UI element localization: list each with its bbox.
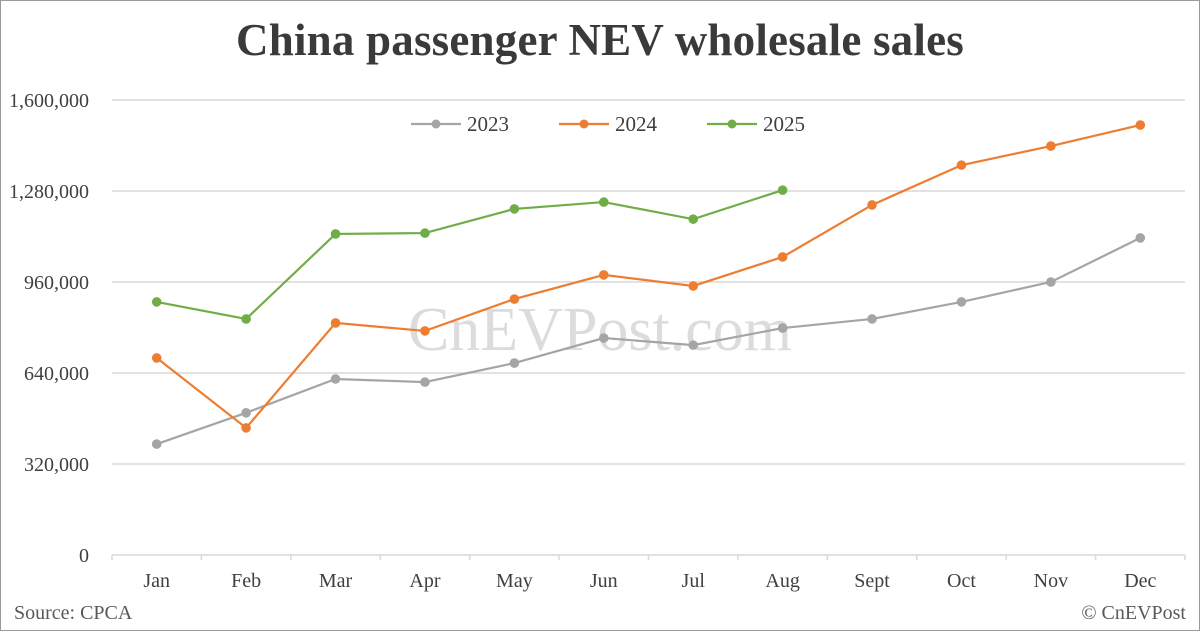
data-point: [420, 228, 430, 238]
data-point: [330, 374, 341, 384]
data-point: [777, 185, 788, 195]
data-point: [1135, 233, 1146, 243]
x-tick-label: Mar: [319, 570, 353, 592]
data-point: [509, 358, 520, 368]
legend-item-2023: 2023: [411, 112, 509, 136]
y-tick-label: 640,000: [24, 363, 89, 385]
x-tick-label: Jun: [590, 570, 618, 592]
y-tick-label: 0: [79, 545, 89, 567]
data-point: [509, 294, 520, 304]
data-point: [241, 423, 251, 433]
x-axis: Jan Feb Mar Apr May Jun Jul Aug Sept Oct Nov Dec: [111, 555, 1186, 592]
data-point: [241, 408, 251, 418]
y-tick-label: 1,280,000: [9, 181, 89, 203]
x-tick-label: Nov: [1034, 570, 1068, 592]
y-axis: 0 320,000 640,000 960,000 1,280,000 1,600,000: [9, 90, 89, 567]
legend-item-2025: 2025: [707, 112, 805, 136]
data-point: [509, 204, 520, 214]
watermark: CnEVPost.com: [408, 296, 792, 364]
data-point: [151, 353, 162, 363]
series-2024: [151, 120, 1146, 433]
series-line: [156, 236, 1141, 446]
legend-label: 2023: [467, 112, 509, 136]
legend: 2023 2024 2025: [411, 112, 805, 136]
data-point: [688, 214, 699, 224]
data-point: [420, 326, 430, 336]
data-point: [956, 160, 967, 170]
legend-item-2024: 2024: [559, 112, 658, 136]
y-tick-label: 960,000: [24, 272, 89, 294]
series-2025: [151, 185, 788, 324]
series-line: [156, 189, 783, 321]
series-2023: [151, 233, 1146, 449]
data-point: [867, 314, 877, 324]
data-point: [1135, 120, 1146, 130]
data-point: [1046, 277, 1056, 287]
gridlines: [112, 99, 1185, 556]
chart-title: China passenger NEV wholesale sales: [236, 15, 964, 65]
data-point: [867, 200, 877, 210]
x-tick-label: Jan: [143, 570, 170, 592]
x-tick-label: Feb: [231, 570, 261, 592]
data-point: [688, 281, 699, 291]
y-tick-label: 1,600,000: [9, 90, 89, 112]
data-point: [330, 229, 341, 239]
series-line: [156, 123, 1141, 430]
data-point: [777, 252, 788, 262]
x-tick-label: Apr: [409, 570, 440, 592]
data-point: [777, 323, 788, 333]
data-point: [688, 340, 699, 350]
y-tick-label: 320,000: [24, 454, 89, 476]
data-point: [420, 377, 430, 387]
x-tick-label: Aug: [765, 570, 799, 592]
x-tick-label: Oct: [947, 570, 976, 592]
data-point: [956, 297, 967, 307]
data-point: [151, 297, 162, 307]
data-point: [330, 318, 341, 328]
x-tick-label: Dec: [1124, 570, 1156, 592]
data-point: [598, 197, 609, 207]
legend-label: 2024: [615, 112, 658, 136]
x-tick-label: Sept: [854, 570, 890, 592]
source-note: Source: CPCA: [14, 602, 133, 624]
x-tick-label: May: [496, 570, 533, 592]
data-point: [598, 333, 609, 343]
series-lines: [151, 120, 1146, 449]
legend-label: 2025: [763, 112, 805, 136]
data-point: [1046, 141, 1056, 151]
data-point: [241, 314, 251, 324]
data-point: [598, 270, 609, 280]
x-tick-label: Jul: [682, 570, 706, 592]
data-point: [151, 439, 162, 449]
credit-note: © CnEVPost: [1081, 602, 1186, 624]
